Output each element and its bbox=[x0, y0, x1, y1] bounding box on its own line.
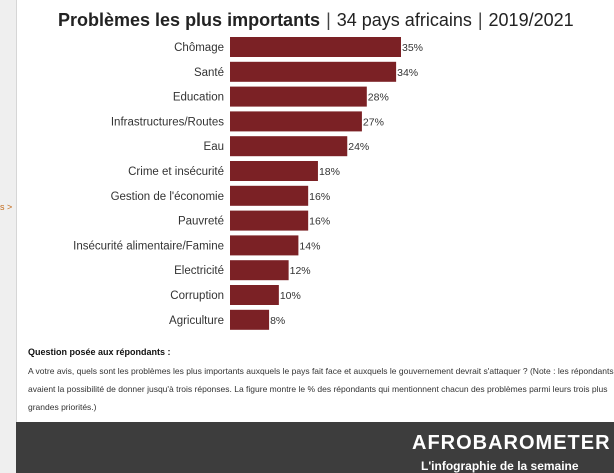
value-label: 8% bbox=[270, 315, 285, 327]
side-panel-edge bbox=[0, 0, 17, 473]
bar bbox=[230, 235, 299, 256]
footer-banner: AFROBAROMETER L'infographie de la semain… bbox=[16, 422, 614, 473]
category-label: Chômage bbox=[174, 42, 224, 54]
bar bbox=[230, 111, 362, 132]
breadcrumb-fragment[interactable]: s > bbox=[0, 202, 13, 212]
value-label: 34% bbox=[397, 67, 418, 79]
value-label: 35% bbox=[402, 42, 423, 54]
bar bbox=[230, 185, 309, 206]
title-period: 2019/2021 bbox=[488, 10, 574, 30]
value-label: 12% bbox=[290, 265, 311, 277]
question-text: A votre avis, quels sont les problèmes l… bbox=[28, 366, 614, 412]
bar bbox=[230, 61, 397, 82]
value-label: 27% bbox=[363, 116, 384, 128]
category-label: Infrastructures/Routes bbox=[111, 116, 224, 128]
afrobarometer-logo: AFROBAROMETER bbox=[412, 432, 611, 454]
category-label: Pauvreté bbox=[178, 216, 224, 228]
title-separator: | bbox=[477, 10, 483, 30]
category-label: Electricité bbox=[174, 265, 224, 277]
category-label: Corruption bbox=[170, 290, 224, 302]
question-heading: Question posée aux répondants : bbox=[28, 347, 171, 357]
value-label: 14% bbox=[299, 240, 320, 252]
category-label: Gestion de l'économie bbox=[111, 191, 224, 203]
title-separator: | bbox=[326, 10, 331, 30]
footer-subtitle: L'infographie de la semaine bbox=[421, 459, 579, 473]
value-label: 18% bbox=[319, 166, 340, 178]
value-label: 16% bbox=[309, 216, 330, 228]
bar-chart: Chômage 35% Santé 34% Education 28% Infrastruc… bbox=[73, 37, 423, 330]
bar bbox=[230, 161, 318, 181]
bar bbox=[230, 309, 270, 330]
title-main: Problèmes les plus importants bbox=[58, 10, 321, 30]
category-label: Education bbox=[173, 92, 224, 104]
bar bbox=[230, 260, 289, 281]
category-label: Eau bbox=[204, 141, 224, 153]
value-label: 24% bbox=[348, 141, 369, 153]
bar bbox=[230, 210, 309, 231]
value-label: 16% bbox=[309, 191, 330, 203]
category-label: Crime et insécurité bbox=[128, 166, 224, 178]
bar bbox=[230, 136, 348, 157]
bar bbox=[230, 285, 279, 305]
value-label: 10% bbox=[280, 290, 301, 302]
value-label: 28% bbox=[368, 92, 389, 104]
category-label: Agriculture bbox=[169, 315, 224, 327]
title-scope: 34 pays africains bbox=[336, 10, 472, 30]
bar bbox=[230, 37, 401, 57]
category-label: Insécurité alimentaire/Famine bbox=[73, 240, 224, 252]
bar bbox=[230, 86, 367, 107]
chart-title: Problèmes les plus importants | 34 pays af… bbox=[58, 10, 574, 31]
category-label: Santé bbox=[194, 67, 224, 79]
